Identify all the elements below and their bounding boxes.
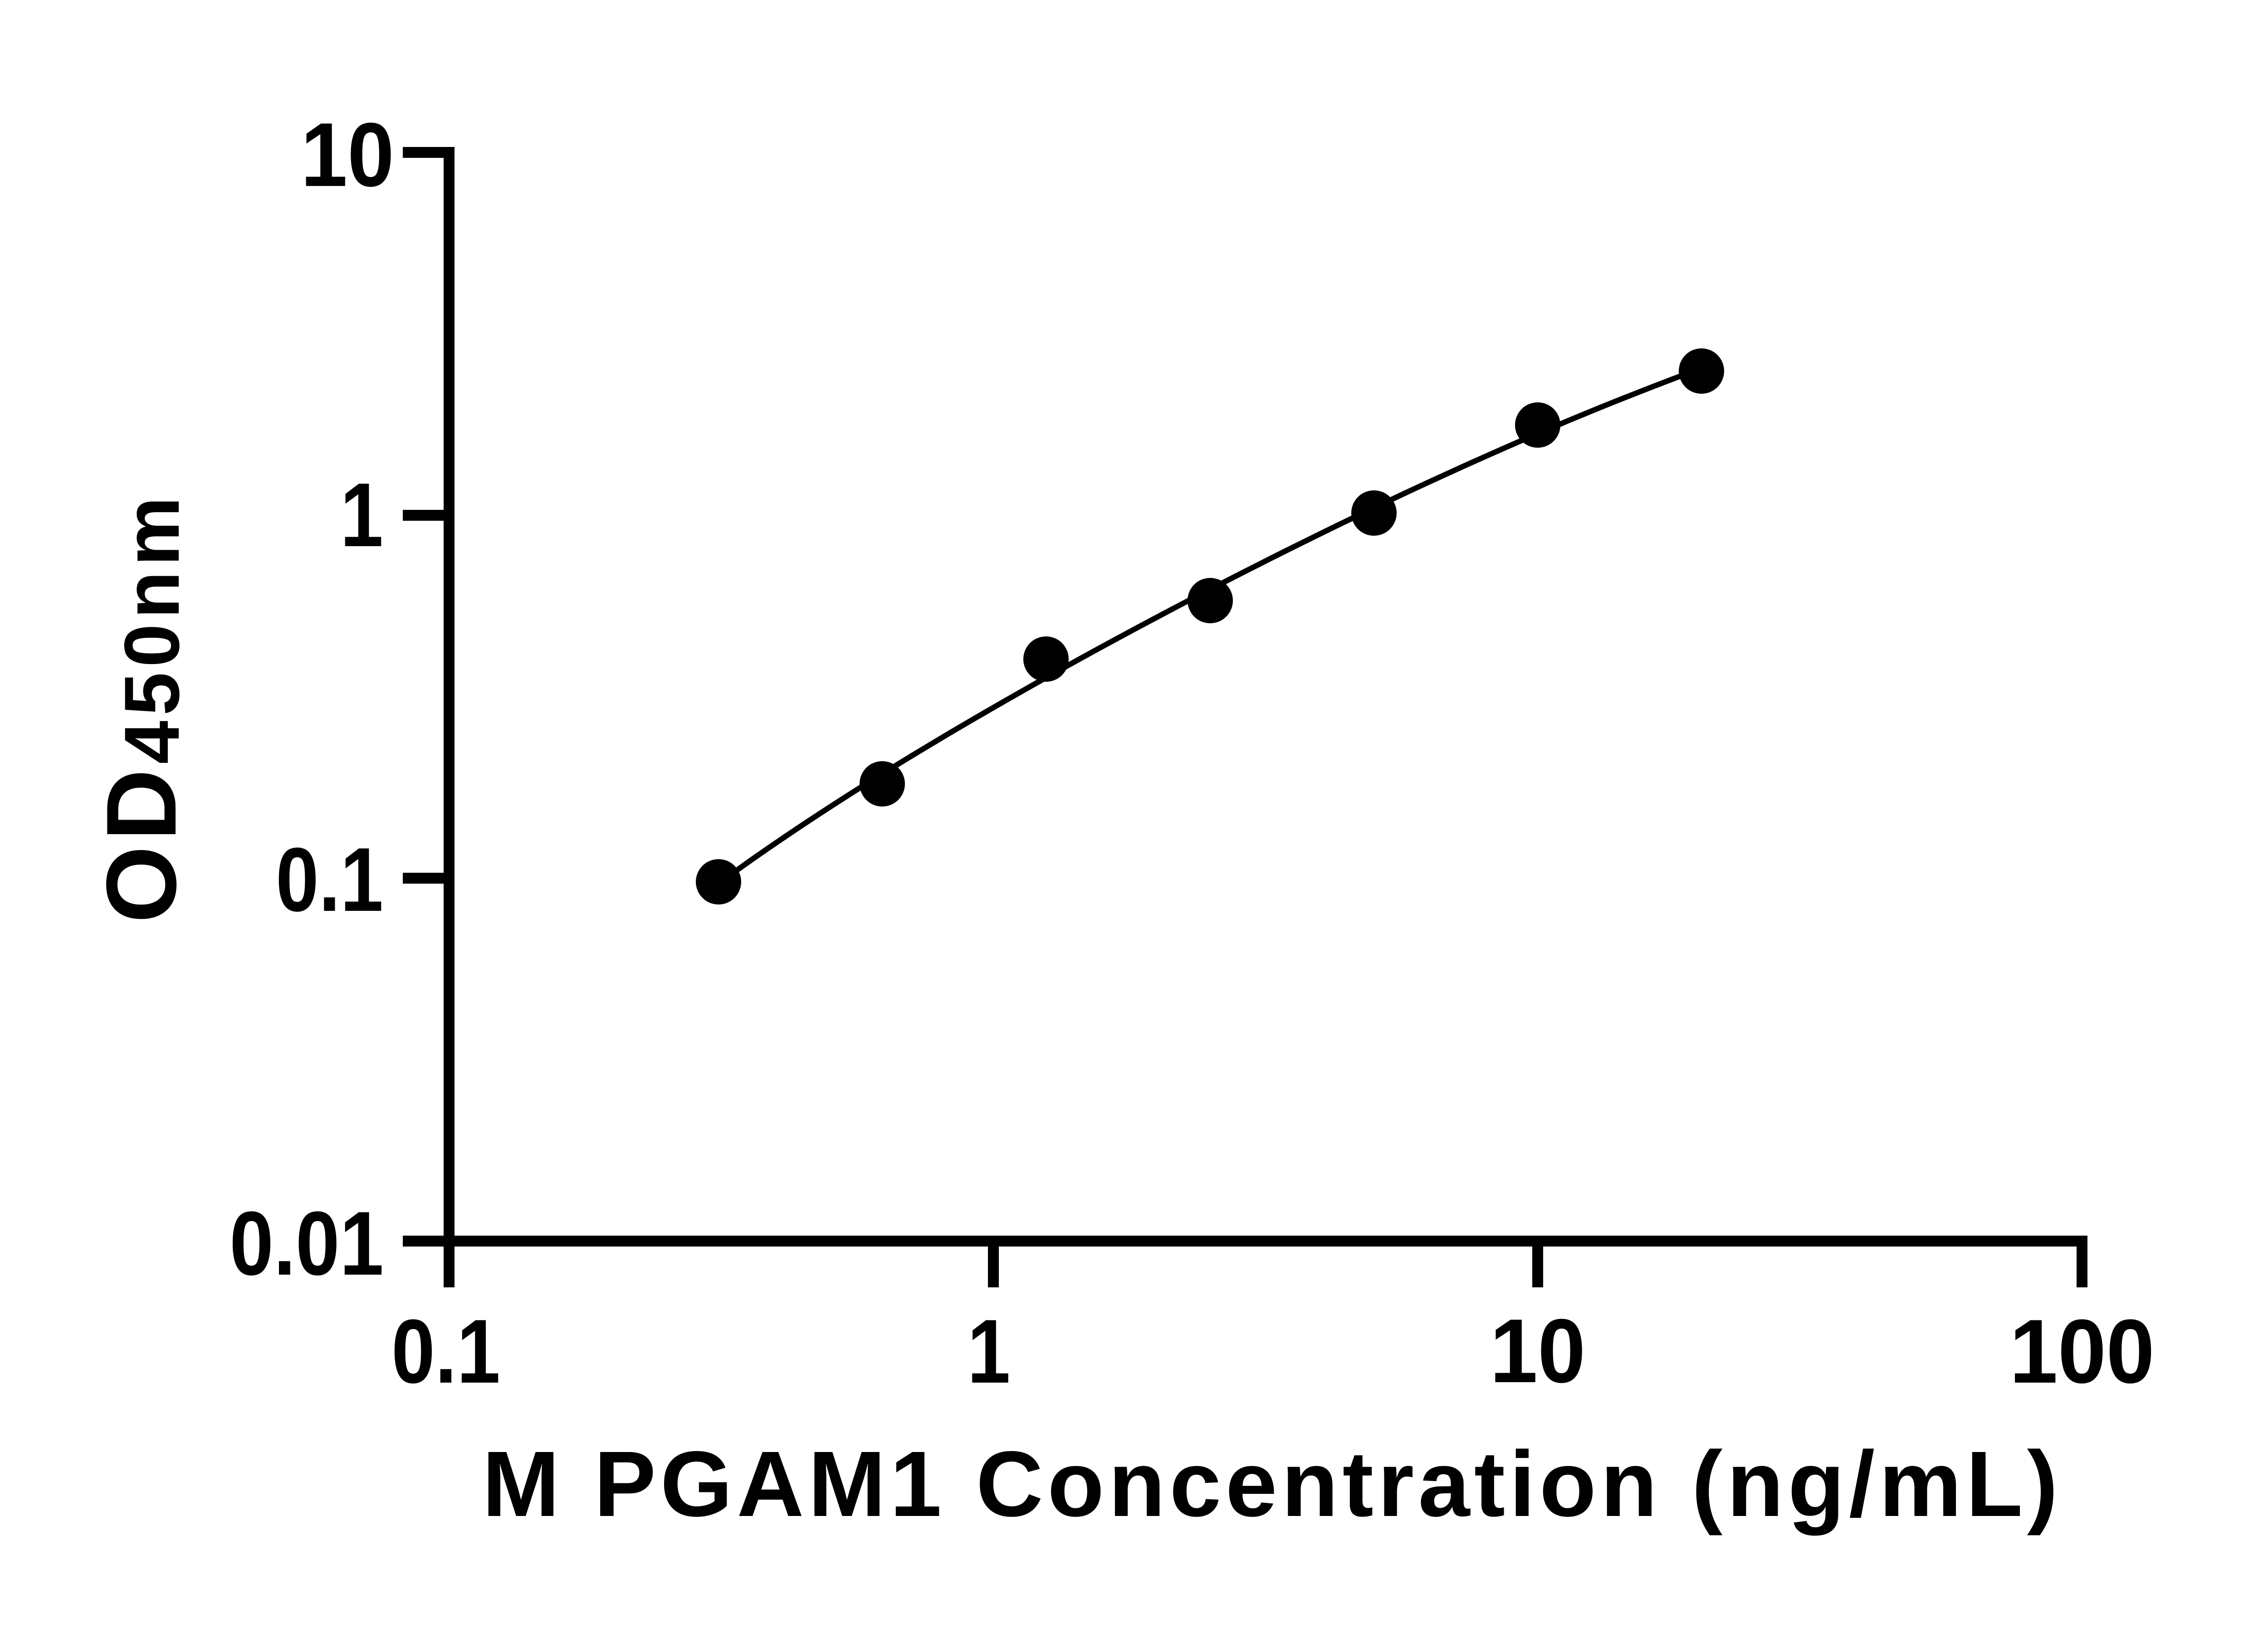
svg-text:0.01: 0.01 <box>230 1193 384 1294</box>
svg-text:10: 10 <box>301 104 394 205</box>
svg-text:1: 1 <box>340 464 383 566</box>
svg-text:M PGAM1 Concentration (ng/mL): M PGAM1 Concentration (ng/mL) <box>482 1432 2058 1536</box>
svg-text:1: 1 <box>968 1301 1011 1402</box>
svg-text:100: 100 <box>2009 1301 2155 1402</box>
svg-text:0.1: 0.1 <box>391 1301 500 1402</box>
svg-text:10: 10 <box>1490 1301 1586 1402</box>
svg-text:0.1: 0.1 <box>276 829 383 930</box>
